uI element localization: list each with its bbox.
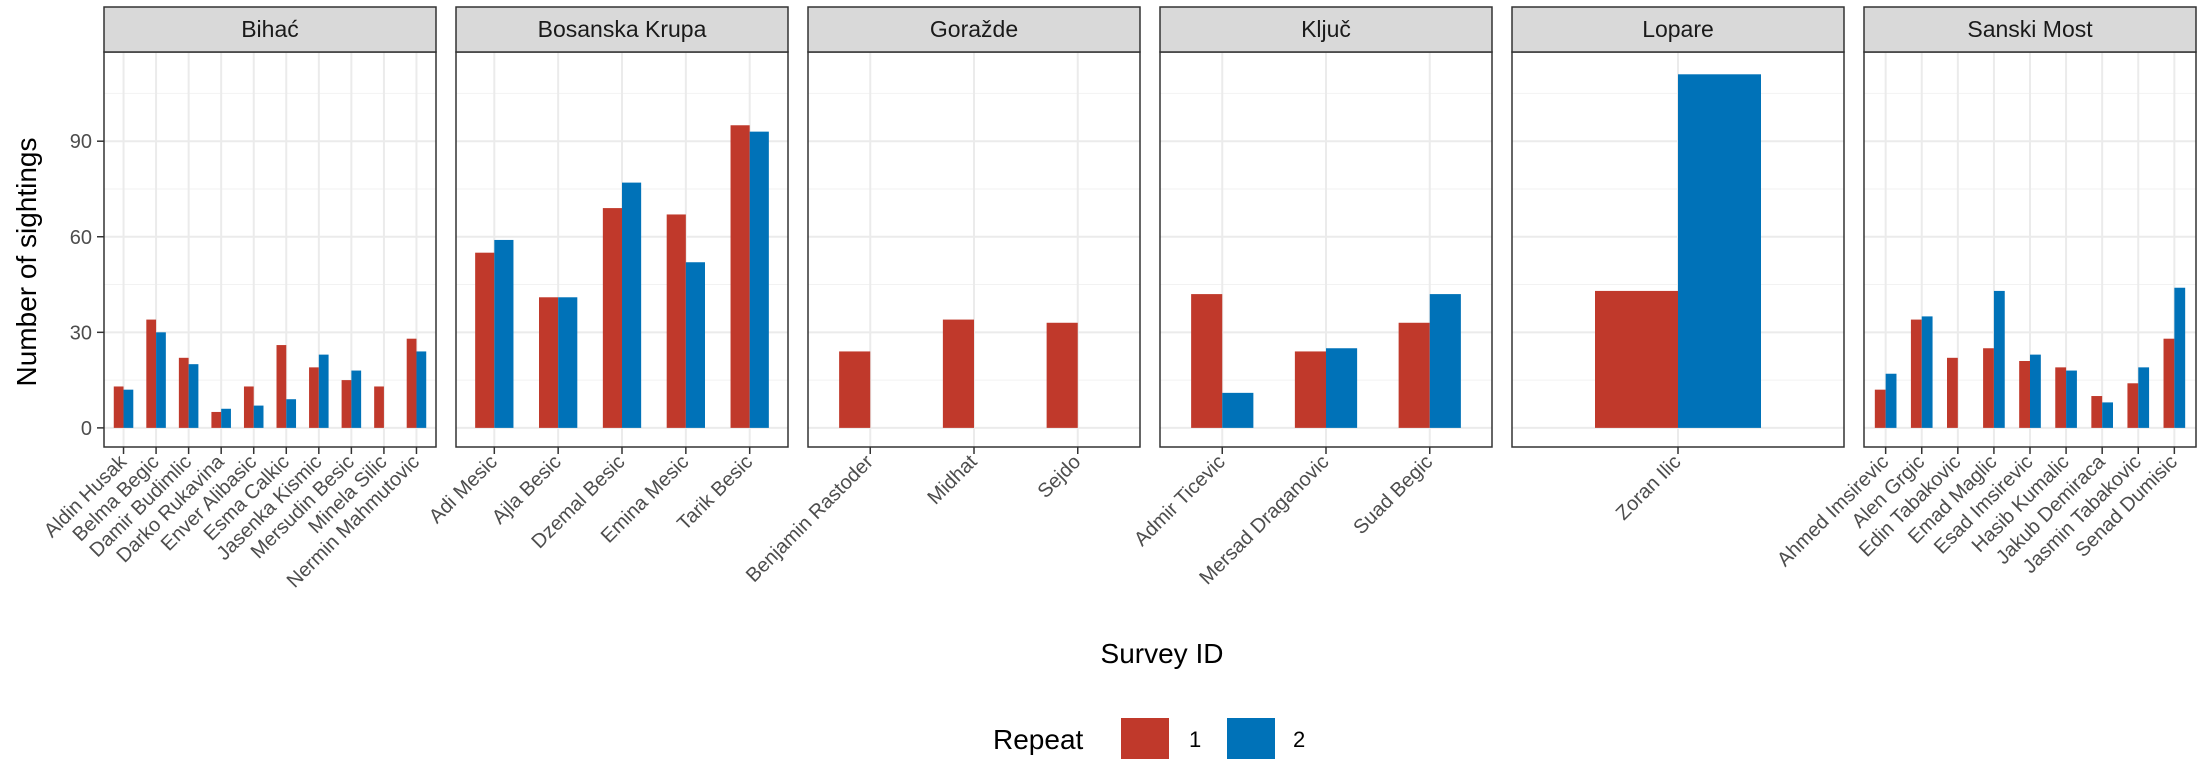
bar-bihac-darko-rukavina-repeat-1 [211,411,222,428]
bar-bihac-darko-rukavina-repeat-2 [221,408,231,428]
x-axis-title: Survey ID [1101,638,1224,669]
bar-bihac-belma-begic-repeat-1 [146,319,157,428]
strip-label-bihac: Bihać [241,16,299,42]
bar-bosanska-krupa-tarik-besic-repeat-1 [730,125,750,428]
bar-sanski-most-edin-tabakovic-repeat-1 [1947,357,1958,428]
bar-sanski-most-alen-grgic-repeat-1 [1910,319,1922,428]
legend-swatch-2 [1227,718,1275,759]
bar-sanski-most-emad-maglic-repeat-2 [1993,290,2005,428]
bar-sanski-most-esad-imsirevic-repeat-2 [2030,354,2041,428]
bar-kljuc-mersad-draganovic-repeat-1 [1294,351,1326,428]
bar-bosanska-krupa-dzemal-besic-repeat-1 [602,208,622,428]
bar-bihac-mersudin-besic-repeat-1 [341,380,352,428]
x-tick-label: Midhat [924,451,982,509]
bar-sanski-most-esad-imsirevic-repeat-1 [2019,360,2030,428]
bar-bihac-esma-calkic-repeat-2 [286,399,297,428]
bar-bosanska-krupa-emina-mesic-repeat-1 [666,214,686,428]
legend-title: Repeat [993,724,1084,755]
bar-sanski-most-senad-dumisic-repeat-2 [2174,287,2186,428]
bar-bosanska-krupa-tarik-besic-repeat-2 [749,131,769,428]
bar-sanski-most-hasib-kumalic-repeat-2 [2066,370,2077,428]
x-tick-label: Zoran Ilic [1612,451,1686,525]
strip-gorazde [807,6,1141,53]
x-tick-label: Admir Ticevic [1130,451,1230,551]
bar-bihac-enver-alibasic-repeat-2 [253,405,264,428]
bar-kljuc-admir-ticevic-repeat-1 [1191,294,1223,428]
bar-bihac-damir-budimlic-repeat-2 [188,364,199,428]
bar-bihac-enver-alibasic-repeat-1 [243,386,254,428]
bar-bihac-esma-calkic-repeat-1 [276,345,287,428]
bar-bihac-aldin-husak-repeat-2 [123,389,134,428]
strip-lopare [1511,6,1845,53]
legend-label-2: 2 [1293,727,1305,752]
legend-label-1: 1 [1189,727,1201,752]
legend-swatch-1 [1121,718,1169,759]
strip-sanski-most [1863,6,2197,53]
bar-sanski-most-jasmin-tabakovic-repeat-2 [2138,367,2150,428]
strip-label-bosanska-krupa: Bosanska Krupa [538,16,707,42]
bar-bihac-minela-silic-repeat-1 [374,386,384,428]
bar-bihac-jasenka-kismic-repeat-1 [309,367,319,428]
x-tick-label: Suad Begic [1349,451,1437,539]
bar-sanski-most-jakub-demiraca-repeat-1 [2091,396,2103,428]
bar-gorazde-benjamin-rastoder-repeat-1 [839,351,871,428]
bar-kljuc-mersad-draganovic-repeat-2 [1326,348,1358,428]
bar-sanski-most-ahmed-imsirevic-repeat-1 [1874,389,1886,428]
bar-sanski-most-ahmed-imsirevic-repeat-2 [1885,373,1897,428]
bar-gorazde-midhat-repeat-1 [942,319,974,428]
bar-lopare-zoran-ilic-repeat-2 [1678,74,1761,428]
y-axis-title: Number of sightings [11,137,42,386]
y-tick-label: 30 [70,322,92,344]
strip-label-sanski-most: Sanski Most [1967,16,2093,42]
bar-lopare-zoran-ilic-repeat-1 [1595,290,1678,428]
bar-bihac-mersudin-besic-repeat-2 [351,370,362,428]
bar-bosanska-krupa-adi-mesic-repeat-2 [494,239,514,428]
bar-bihac-aldin-husak-repeat-1 [113,386,124,428]
strip-bihac [103,6,437,53]
bar-sanski-most-jakub-demiraca-repeat-2 [2102,402,2113,428]
strip-label-kljuc: Ključ [1301,16,1351,42]
y-tick-label: 0 [81,418,92,440]
bar-sanski-most-alen-grgic-repeat-2 [1921,316,1933,428]
bar-sanski-most-senad-dumisic-repeat-1 [2163,338,2175,428]
bar-bihac-jasenka-kismic-repeat-2 [318,354,329,428]
strip-label-gorazde: Goražde [930,16,1018,42]
bar-bosanska-krupa-ajla-besic-repeat-2 [558,297,578,428]
bar-kljuc-suad-begic-repeat-1 [1398,322,1430,428]
bar-bosanska-krupa-ajla-besic-repeat-1 [539,297,559,428]
bar-sanski-most-jasmin-tabakovic-repeat-1 [2127,383,2139,428]
bar-bihac-nermin-mahmutovic-repeat-1 [406,338,417,428]
bar-gorazde-sejdo-repeat-1 [1046,322,1078,428]
x-tick-label: Benjamin Rastoder [742,451,878,587]
strip-label-lopare: Lopare [1642,16,1714,42]
x-tick-label: Sejdo [1034,451,1086,503]
bar-bosanska-krupa-adi-mesic-repeat-1 [475,252,495,428]
panel-gorazde: Goražde Benjamin Rastoder Midhat Sejdo [742,6,1141,587]
bar-kljuc-admir-ticevic-repeat-2 [1222,392,1254,428]
bar-sanski-most-emad-maglic-repeat-1 [1983,348,1994,428]
y-axis: 0 30 60 90 [70,131,104,440]
bar-sanski-most-hasib-kumalic-repeat-1 [2055,367,2067,428]
strip-bosanska-krupa [455,6,789,53]
y-tick-label: 60 [70,227,92,249]
bar-bihac-belma-begic-repeat-2 [156,332,166,428]
bar-kljuc-suad-begic-repeat-2 [1429,294,1461,428]
bar-bosanska-krupa-dzemal-besic-repeat-2 [622,182,642,428]
bar-bosanska-krupa-emina-mesic-repeat-2 [685,262,705,428]
strip-kljuc [1159,6,1493,53]
bar-bihac-nermin-mahmutovic-repeat-2 [416,351,427,428]
panel-lopare: Lopare Zoran Ilic [1511,6,1845,525]
legend: Repeat 1 2 [993,718,1305,759]
bar-bihac-damir-budimlic-repeat-1 [178,357,189,428]
y-tick-label: 90 [70,131,92,153]
